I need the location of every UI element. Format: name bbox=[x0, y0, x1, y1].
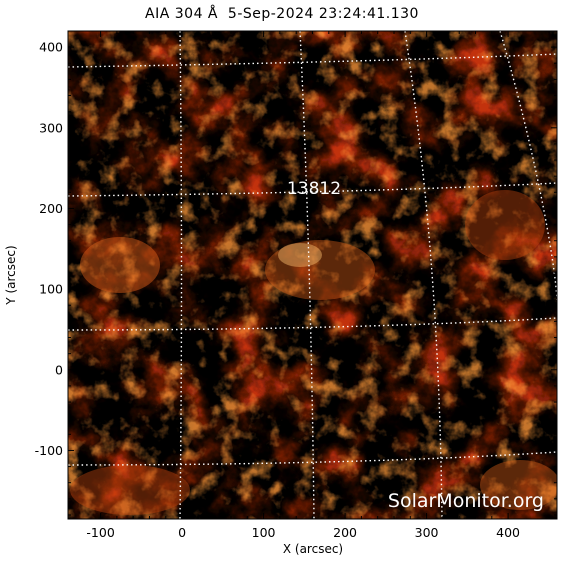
solar-image: 13812 SolarMonitor.org bbox=[68, 31, 557, 519]
x-tick-label: 200 bbox=[333, 525, 357, 540]
image-title: AIA 304 Å 5-Sep-2024 23:24:41.130 bbox=[145, 6, 419, 22]
bright-network-texture bbox=[68, 31, 557, 519]
y-tick-label: -100 bbox=[35, 443, 63, 458]
x-tick-label: 0 bbox=[178, 525, 186, 540]
bright-patch bbox=[80, 237, 160, 293]
watermark: SolarMonitor.org bbox=[388, 490, 544, 512]
bright-patch bbox=[278, 243, 322, 267]
y-tick-label: 200 bbox=[39, 201, 63, 216]
x-tick-label: 100 bbox=[252, 525, 276, 540]
x-axis-label: X (arcsec) bbox=[283, 542, 343, 556]
heliographic-grid bbox=[68, 31, 557, 519]
y-tick-label: 0 bbox=[55, 362, 63, 377]
x-tick-label: 300 bbox=[415, 525, 439, 540]
bright-patch bbox=[70, 465, 190, 515]
bright-patch bbox=[465, 190, 545, 260]
x-tick-label: -100 bbox=[86, 525, 114, 540]
y-tick-label: 300 bbox=[39, 120, 63, 135]
bright-patch bbox=[265, 240, 375, 300]
y-axis-label: Y (arcsec) bbox=[4, 245, 18, 305]
y-tick-label: 100 bbox=[39, 282, 63, 297]
x-tick-label: 400 bbox=[496, 525, 520, 540]
bright-patch bbox=[480, 460, 557, 510]
region-label: 13812 bbox=[287, 179, 341, 199]
y-tick-label: 400 bbox=[39, 40, 63, 55]
axis-ticks: -100 0 100 200 300 400 -100 0 100 200 300 400 bbox=[35, 30, 557, 540]
